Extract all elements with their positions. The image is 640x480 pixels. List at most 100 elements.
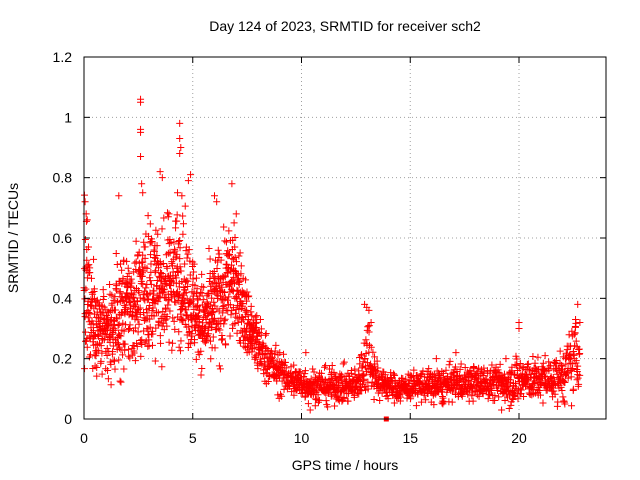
data-point	[179, 230, 187, 238]
data-point	[181, 260, 189, 268]
data-point	[365, 328, 373, 336]
data-point	[108, 291, 116, 299]
data-point	[573, 376, 581, 384]
data-point	[539, 399, 547, 407]
data-point	[510, 391, 518, 399]
data-point	[143, 264, 151, 272]
data-point	[359, 362, 367, 370]
data-point	[502, 355, 510, 363]
data-point	[572, 357, 580, 365]
data-point	[360, 383, 368, 391]
data-point	[188, 316, 196, 324]
data-point	[116, 377, 124, 385]
data-point	[217, 256, 225, 264]
data-point	[81, 235, 89, 243]
y-tick-label: 0.4	[53, 290, 73, 306]
data-point	[89, 320, 97, 328]
data-point	[112, 249, 120, 257]
data-point	[451, 363, 459, 371]
chart-title: Day 124 of 2023, SRMTID for receiver sch…	[209, 18, 481, 34]
data-point	[442, 366, 450, 374]
data-point	[211, 314, 219, 322]
data-point	[163, 312, 171, 320]
data-point	[545, 358, 553, 366]
data-point	[115, 192, 123, 200]
data-point	[235, 252, 243, 260]
data-point	[189, 275, 197, 283]
data-point	[188, 330, 196, 338]
data-point	[176, 134, 184, 142]
data-point	[133, 342, 141, 350]
data-point	[176, 347, 184, 355]
data-point	[110, 324, 118, 332]
data-point	[384, 395, 392, 403]
data-point	[192, 274, 200, 282]
data-point	[322, 397, 330, 405]
data-point	[213, 264, 221, 272]
data-point	[382, 376, 390, 384]
data-point	[215, 362, 223, 370]
data-point	[139, 280, 147, 288]
data-point	[146, 277, 154, 285]
data-point	[273, 375, 281, 383]
data-point	[253, 318, 261, 326]
data-point	[102, 365, 110, 373]
data-point	[184, 282, 192, 290]
data-point	[153, 252, 161, 260]
data-point	[461, 374, 469, 382]
data-point	[170, 249, 178, 257]
data-point	[532, 364, 540, 372]
data-point	[237, 270, 245, 278]
data-point	[134, 328, 142, 336]
data-point	[468, 392, 476, 400]
data-point	[208, 294, 216, 302]
data-point	[150, 312, 158, 320]
data-point	[176, 263, 184, 271]
data-point	[121, 346, 129, 354]
data-point	[177, 337, 185, 345]
data-point	[187, 171, 195, 179]
data-point	[166, 236, 174, 244]
data-point	[561, 400, 569, 408]
data-point	[116, 331, 124, 339]
data-point	[365, 306, 373, 314]
data-point	[314, 391, 322, 399]
data-point	[141, 243, 149, 251]
data-point	[146, 220, 154, 228]
data-point	[281, 358, 289, 366]
data-point	[351, 370, 359, 378]
data-point	[191, 339, 199, 347]
data-point	[148, 238, 156, 246]
data-point	[230, 273, 238, 281]
data-point	[417, 371, 425, 379]
data-point	[330, 368, 338, 376]
data-point	[367, 343, 375, 351]
data-point	[185, 323, 193, 331]
data-point	[324, 403, 332, 411]
data-point	[215, 250, 223, 258]
data-point	[302, 349, 310, 357]
data-point	[220, 320, 228, 328]
data-point	[484, 395, 492, 403]
data-point	[177, 144, 185, 151]
data-point	[134, 316, 142, 324]
data-point	[309, 365, 317, 373]
data-point	[243, 325, 251, 333]
x-tick-label: 20	[511, 430, 527, 446]
data-point	[476, 370, 484, 378]
data-point	[90, 285, 98, 293]
data-point	[154, 230, 162, 238]
data-point	[170, 317, 178, 325]
data-point	[137, 153, 145, 161]
data-point	[516, 385, 524, 393]
data-point	[143, 309, 151, 317]
data-point	[138, 341, 146, 349]
data-point	[438, 399, 446, 407]
data-point	[376, 396, 384, 404]
data-point	[226, 332, 234, 340]
data-point	[111, 365, 119, 373]
data-point	[167, 282, 175, 290]
data-point	[173, 217, 181, 225]
data-point	[84, 314, 92, 322]
data-point	[153, 242, 161, 250]
